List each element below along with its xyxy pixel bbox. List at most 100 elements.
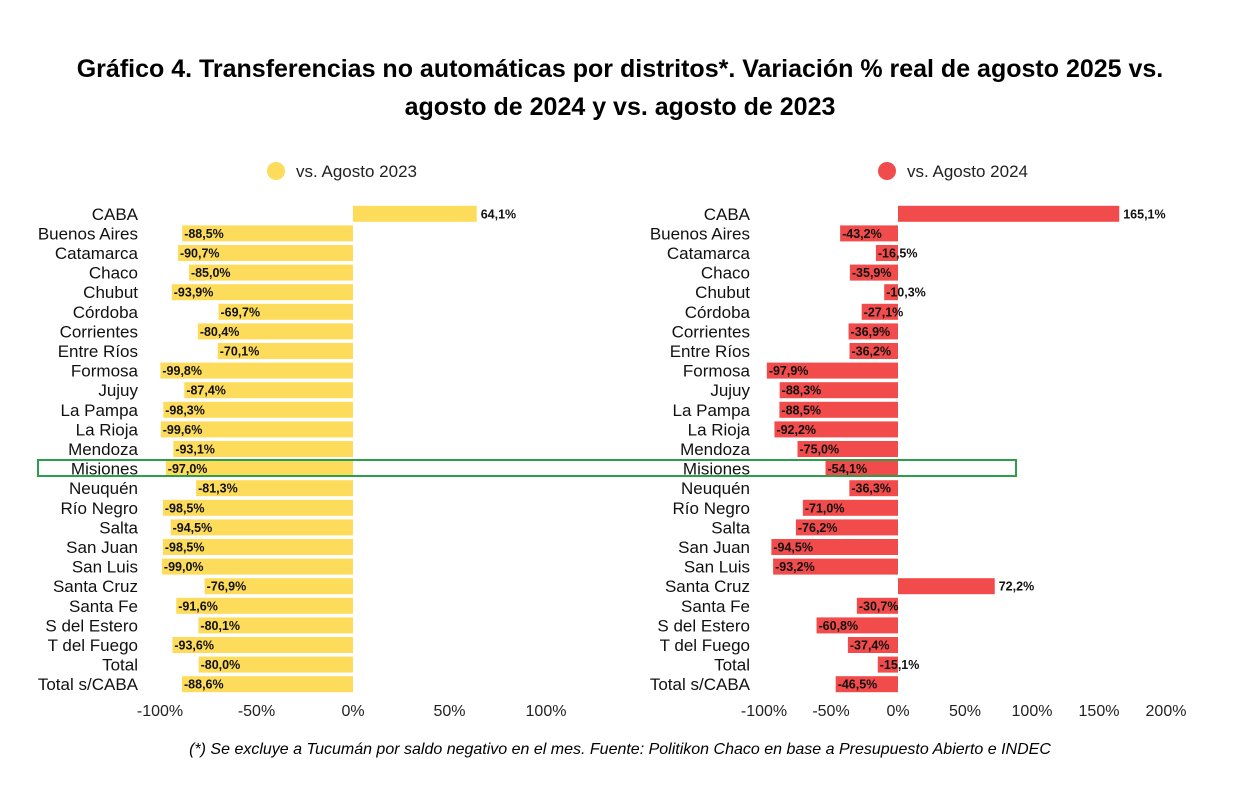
right-data-label: -10,3%	[886, 286, 926, 300]
left-data-label: -93,9%	[174, 286, 214, 300]
right-category-label: Santa Cruz	[665, 577, 750, 596]
left-bar	[170, 519, 353, 536]
left-category-label: Formosa	[71, 362, 139, 381]
left-category-label: Chubut	[83, 283, 138, 302]
right-x-tick-label: -50%	[812, 703, 849, 720]
left-category-label: Chaco	[89, 264, 138, 283]
right-category-label: Chaco	[701, 264, 750, 283]
right-category-label: Mendoza	[680, 440, 750, 459]
right-category-label: Buenos Aires	[650, 224, 750, 243]
left-category-label: Misiones	[71, 460, 138, 479]
left-category-label: Entre Ríos	[58, 342, 138, 361]
left-x-tick-label: 0%	[341, 703, 364, 720]
right-bar	[802, 499, 898, 516]
title-line-2: agosto de 2024 y vs. agosto de 2023	[404, 93, 836, 121]
left-data-label: -76,9%	[207, 580, 247, 594]
right-data-label: 165,1%	[1123, 207, 1165, 221]
right-bar	[835, 676, 898, 693]
right-bar	[884, 284, 898, 301]
footnote: (*) Se excluye a Tucumán por saldo negat…	[189, 741, 1051, 758]
left-category-label: Córdoba	[73, 303, 139, 322]
right-category-label: Salta	[711, 518, 750, 537]
left-data-label: -87,4%	[186, 384, 226, 398]
left-bar	[160, 421, 353, 438]
left-data-label: 64,1%	[481, 207, 516, 221]
right-category-label: T del Fuego	[660, 636, 750, 655]
left-bar	[172, 637, 353, 653]
right-x-tick-label: 150%	[1079, 703, 1120, 720]
right-bar	[766, 362, 898, 379]
right-category-label: Río Negro	[673, 499, 750, 518]
left-category-label: La Pampa	[61, 401, 139, 420]
right-data-label: -27,1%	[864, 305, 904, 319]
left-data-label: -90,7%	[180, 247, 220, 261]
right-category-label: San Juan	[678, 538, 750, 557]
left-category-label: San Juan	[66, 538, 138, 557]
right-data-label: -54,1%	[828, 462, 868, 476]
left-data-label: -91,6%	[178, 599, 218, 613]
right-category-label: Santa Fe	[681, 597, 750, 616]
charts-area: vs. Agosto 2023 CABA 64,1% Buenos Aires -88,…	[38, 162, 1187, 720]
left-category-label: Santa Cruz	[53, 577, 138, 596]
right-bar	[773, 558, 898, 575]
left-bar	[184, 382, 353, 399]
right-data-label: 72,2%	[999, 580, 1034, 594]
right-bar	[795, 519, 898, 536]
left-data-label: -88,6%	[184, 678, 224, 692]
left-bar	[177, 245, 353, 261]
left-bar	[182, 676, 353, 693]
right-category-label: Entre Ríos	[670, 342, 750, 361]
right-bar	[898, 205, 1120, 222]
right-x-tick-label: 0%	[886, 703, 909, 720]
left-bar	[163, 401, 353, 418]
right-category-label: La Rioja	[688, 420, 751, 439]
right-bar	[779, 382, 898, 399]
right-category-label: San Luis	[684, 558, 750, 577]
right-category-label: Chubut	[695, 283, 750, 302]
right-category-label: Corrientes	[672, 322, 750, 341]
left-x-tick-label: 100%	[526, 703, 567, 720]
right-category-label: Jujuy	[710, 381, 750, 400]
right-bar	[856, 597, 898, 614]
right-bar	[797, 441, 898, 457]
left-bar	[218, 303, 353, 320]
left-data-label: -80,0%	[201, 658, 241, 672]
left-data-label: -98,5%	[165, 501, 205, 515]
right-data-label: -71,0%	[805, 501, 845, 515]
right-category-label: La Pampa	[673, 401, 751, 420]
left-bar	[173, 441, 353, 457]
left-category-label: T del Fuego	[48, 636, 138, 655]
right-data-label: -46,5%	[838, 678, 878, 692]
left-category-label: Buenos Aires	[38, 224, 138, 243]
right-data-label: -97,9%	[769, 364, 809, 378]
left-data-label: -81,3%	[198, 482, 238, 496]
left-category-label: La Rioja	[76, 420, 139, 439]
left-data-label: -80,1%	[200, 619, 240, 633]
left-data-label: -98,3%	[165, 403, 205, 417]
right-data-label: -76,2%	[798, 521, 838, 535]
left-bar	[353, 205, 477, 222]
left-category-label: San Luis	[72, 558, 138, 577]
right-data-label: -93,2%	[775, 560, 815, 574]
right-data-label: -37,4%	[850, 639, 890, 653]
right-bar	[849, 264, 898, 281]
right-category-label: S del Estero	[657, 616, 750, 635]
left-bar	[165, 460, 353, 477]
left-category-label: Mendoza	[68, 440, 138, 459]
right-x-tick-label: 200%	[1146, 703, 1187, 720]
right-data-label: -60,8%	[819, 619, 859, 633]
left-bar	[217, 343, 353, 359]
left-x-tick-label: -50%	[238, 703, 275, 720]
right-bar	[849, 480, 898, 497]
right-category-label: Total	[714, 656, 750, 675]
left-bar	[198, 656, 353, 673]
left-category-label: Neuquén	[69, 479, 138, 498]
right-data-label: -88,5%	[781, 403, 821, 417]
right-category-label: Córdoba	[685, 303, 751, 322]
right-data-label: -43,2%	[842, 227, 882, 241]
left-category-label: CABA	[92, 205, 139, 224]
right-data-label: -16,5%	[878, 247, 918, 261]
right-category-label: Total s/CABA	[650, 675, 751, 694]
left-bar	[176, 597, 353, 614]
right-x-tick-label: -100%	[741, 703, 787, 720]
